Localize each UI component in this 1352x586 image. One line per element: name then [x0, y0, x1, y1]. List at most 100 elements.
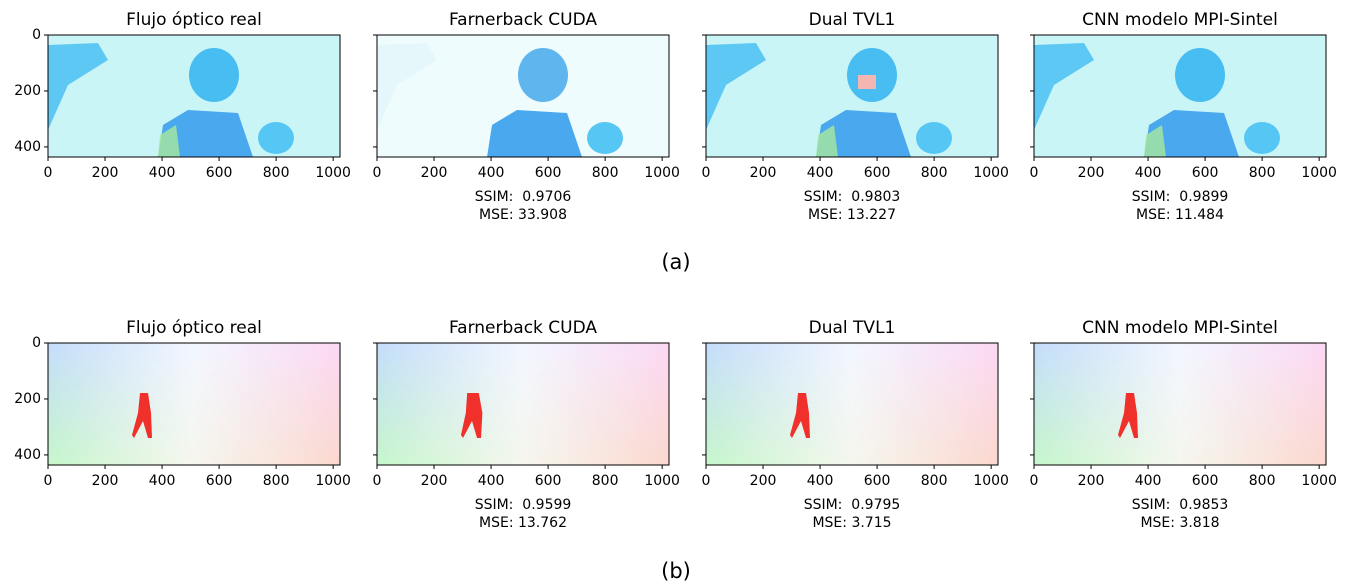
x-tick-label: 0	[1030, 165, 1039, 181]
x-tick-label: 1000	[644, 473, 680, 489]
metric-label: MSE: 33.908	[479, 207, 567, 223]
y-tick-label: 400	[14, 447, 41, 463]
x-tick-label: 400	[478, 165, 505, 181]
image	[1034, 343, 1326, 465]
image-background	[1034, 343, 1326, 465]
x-tick-label: 0	[373, 165, 382, 181]
x-tick-label: 200	[92, 165, 119, 181]
x-tick-label: 1000	[644, 165, 680, 181]
y-tick-label: 200	[14, 391, 41, 407]
image	[377, 343, 669, 465]
panel: Flujo óptico real02004006008001000020040…	[14, 318, 351, 489]
x-tick-label: 600	[1192, 473, 1219, 489]
image-region	[587, 122, 623, 154]
panel: Farnerback CUDA 0 200 400 600 800 1000 SSIM: 0.…	[373, 318, 680, 531]
x-tick-label: 1000	[315, 473, 351, 489]
x-tick-label: 600	[864, 165, 891, 181]
x-tick-label: 0	[702, 165, 711, 181]
image	[48, 35, 340, 157]
x-tick-label: 1000	[315, 165, 351, 181]
x-tick-label: 800	[592, 473, 619, 489]
figure: (a) (b) Flujo óptico real 0 200 400 600 800 10…	[0, 0, 1352, 586]
x-tick-label: 0	[373, 473, 382, 489]
x-tick-label: 200	[421, 473, 448, 489]
image-region	[1244, 122, 1280, 154]
panel-title: CNN modelo MPI-Sintel	[1082, 10, 1278, 30]
image-background	[377, 343, 669, 465]
metric-label: SSIM: 0.9706	[475, 189, 572, 205]
caption: (a)	[661, 250, 690, 274]
metric-label: SSIM: 0.9803	[804, 189, 901, 205]
image-region	[258, 122, 294, 154]
y-tick-label: 0	[32, 27, 41, 43]
x-tick-label: 600	[206, 473, 233, 489]
x-tick-label: 0	[44, 473, 53, 489]
image-background	[48, 343, 340, 465]
caption: (b)	[661, 559, 691, 583]
y-tick-label: 200	[14, 83, 41, 99]
panel-title: Flujo óptico real	[126, 10, 262, 30]
metric-label: MSE: 3.715	[812, 515, 891, 531]
x-tick-label: 800	[1249, 473, 1276, 489]
y-tick-label: 0	[32, 335, 41, 351]
x-tick-label: 200	[750, 165, 777, 181]
image-background	[706, 343, 998, 465]
x-tick-label: 800	[1249, 165, 1276, 181]
image-region	[916, 122, 952, 154]
x-tick-label: 400	[1135, 473, 1162, 489]
panel-title: Flujo óptico real	[126, 318, 262, 338]
image-region	[1175, 48, 1225, 102]
x-tick-label: 800	[921, 165, 948, 181]
metric-label: SSIM: 0.9899	[1132, 189, 1229, 205]
panel-title: Dual TVL1	[809, 318, 896, 338]
panel-title: Farnerback CUDA	[449, 10, 597, 30]
metric-label: SSIM: 0.9599	[475, 497, 572, 513]
x-tick-label: 600	[535, 473, 562, 489]
metric-label: MSE: 3.818	[1140, 515, 1219, 531]
panel-title: Dual TVL1	[809, 10, 896, 30]
x-tick-label: 0	[702, 473, 711, 489]
x-tick-label: 400	[149, 473, 176, 489]
panel: Flujo óptico real 0 200 400 600 800 1000 0 200 40…	[14, 10, 351, 181]
metric-label: MSE: 11.484	[1136, 207, 1224, 223]
x-tick-label: 400	[149, 165, 176, 181]
image	[48, 343, 340, 465]
x-tick-label: 400	[1135, 165, 1162, 181]
x-tick-label: 0	[1030, 473, 1039, 489]
x-tick-label: 400	[807, 473, 834, 489]
image-region	[189, 48, 239, 102]
metric-label: MSE: 13.227	[808, 207, 896, 223]
y-tick-label: 400	[14, 139, 41, 155]
x-tick-label: 200	[1078, 165, 1105, 181]
x-tick-label: 1000	[973, 473, 1009, 489]
x-tick-label: 1000	[1301, 165, 1337, 181]
x-tick-label: 800	[263, 165, 290, 181]
x-tick-label: 600	[535, 165, 562, 181]
image	[706, 35, 998, 157]
panel: CNN modelo MPI-Sintel 0 200 400 600 800 1000 SS…	[1030, 10, 1337, 223]
x-tick-label: 200	[421, 165, 448, 181]
x-tick-label: 1000	[973, 165, 1009, 181]
x-tick-label: 600	[206, 165, 233, 181]
image-region	[518, 48, 568, 102]
image	[1034, 35, 1326, 157]
image	[706, 343, 998, 465]
x-tick-label: 200	[750, 473, 777, 489]
x-tick-label: 800	[592, 165, 619, 181]
metric-label: SSIM: 0.9795	[804, 497, 901, 513]
panel: Farnerback CUDA 0 200 400 600 800 1000 SSIM: 0.…	[373, 10, 680, 223]
x-tick-label: 800	[921, 473, 948, 489]
panel-title: Farnerback CUDA	[449, 318, 597, 338]
x-tick-label: 400	[807, 165, 834, 181]
image	[377, 35, 669, 157]
x-tick-label: 1000	[1301, 473, 1337, 489]
metric-label: SSIM: 0.9853	[1132, 497, 1229, 513]
x-tick-label: 600	[1192, 165, 1219, 181]
x-tick-label: 0	[44, 165, 53, 181]
panel: Dual TVL1 0 200 400 600 800 1000 SSIM: 0.9795 MS…	[702, 318, 1009, 531]
x-tick-label: 400	[478, 473, 505, 489]
x-tick-label: 800	[263, 473, 290, 489]
panel: Dual TVL1 0 200 400 600 800 1000 SSIM: 0.9803 MS…	[702, 10, 1009, 223]
x-tick-label: 600	[864, 473, 891, 489]
